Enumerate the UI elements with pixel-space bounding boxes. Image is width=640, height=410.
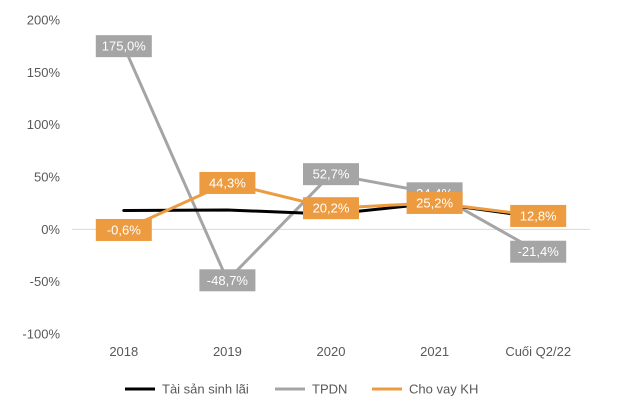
- data-label-box: [95, 218, 152, 241]
- y-tick-label: 50%: [34, 170, 60, 185]
- x-tick-label: 2020: [317, 344, 346, 359]
- data-label-box: [303, 163, 359, 186]
- data-label-box: [95, 35, 152, 58]
- data-label: 12,8%: [520, 208, 557, 223]
- y-tick-label: 200%: [27, 13, 61, 28]
- data-label: -21,4%: [518, 244, 560, 259]
- legend-label: Tài sản sinh lãi: [162, 382, 249, 397]
- data-label: 175,0%: [102, 39, 147, 54]
- data-label-box: [406, 191, 463, 214]
- data-label-box: [199, 171, 256, 194]
- data-label: 52,7%: [313, 167, 350, 182]
- data-label-box: [303, 197, 359, 220]
- data-label: 20,2%: [313, 201, 350, 216]
- data-label-box: [510, 240, 567, 263]
- axis-layer: -100% -50% 0% 50% 100% 150% 200% 2018 2019 2020 20…: [22, 13, 590, 359]
- legend-label: Cho vay KH: [409, 382, 478, 397]
- data-label: -48,7%: [207, 273, 249, 288]
- data-label: 25,2%: [416, 195, 453, 210]
- x-tick-label: 2018: [109, 344, 138, 359]
- x-tick-label: Cuối Q2/22: [505, 344, 571, 359]
- data-label: -0,6%: [107, 222, 141, 237]
- y-tick-label: 100%: [27, 117, 61, 132]
- legend-label: TPDN: [312, 382, 347, 397]
- x-tick-label: 2021: [420, 344, 449, 359]
- y-tick-label: 0%: [41, 222, 60, 237]
- x-tick-label: 2019: [213, 344, 242, 359]
- y-tick-label: 150%: [27, 65, 61, 80]
- data-label: 44,3%: [209, 175, 246, 190]
- data-label-box: [510, 204, 567, 227]
- label-layer: 175,0%-48,7%52,7%34,4%-21,4%-0,6%44,3%20…: [95, 35, 567, 292]
- data-label-box: [199, 269, 256, 292]
- y-tick-label: -100%: [22, 327, 60, 342]
- legend: Tài sản sinh lãi TPDN Cho vay KH: [125, 382, 478, 397]
- y-tick-label: -50%: [30, 274, 61, 289]
